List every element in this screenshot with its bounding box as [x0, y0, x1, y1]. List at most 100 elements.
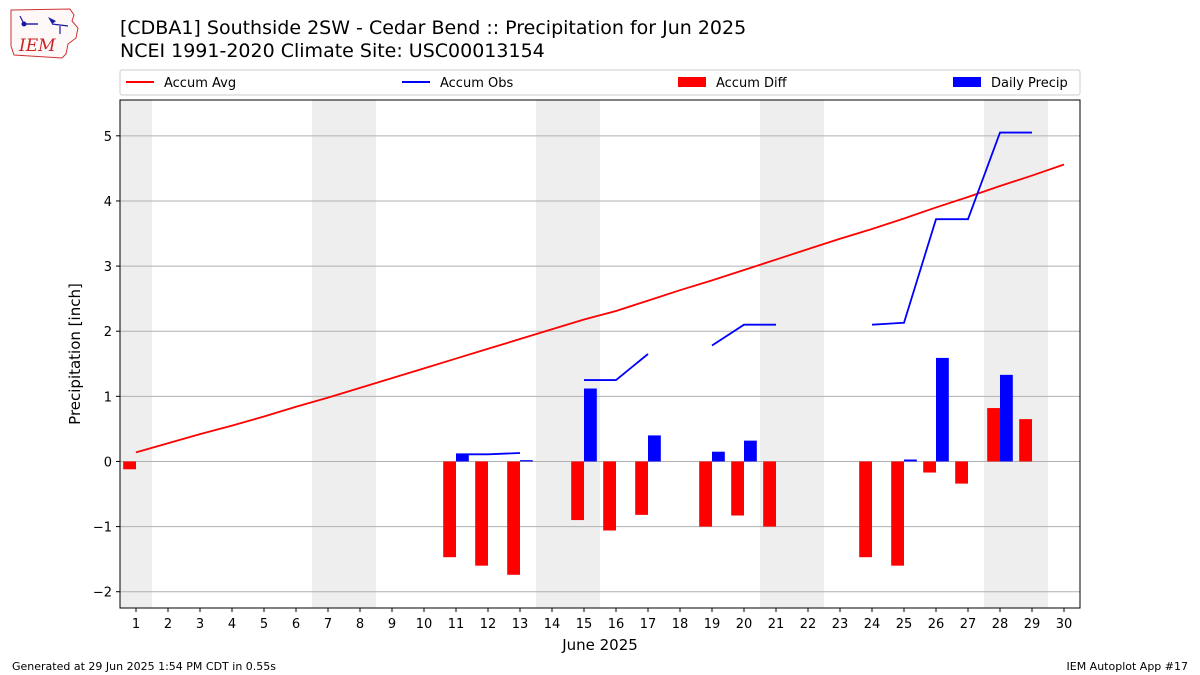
plot-frame [119, 99, 1081, 609]
x-tick-label: 26 [928, 617, 945, 632]
x-tick-label: 8 [356, 617, 364, 632]
weekend-band [312, 100, 344, 608]
daily-precip-bar [1000, 374, 1013, 462]
grid-lines [120, 135, 1080, 593]
y-tick-label: 3 [104, 260, 112, 275]
daily-precip-bar [584, 388, 597, 462]
x-tick-label: 3 [196, 617, 204, 632]
daily-precip-bar [936, 357, 949, 462]
legend: Accum Avg Accum Obs Accum Diff Daily Precip [119, 69, 1081, 96]
accum-obs-line [711, 323, 776, 347]
accum-diff-bar [123, 461, 136, 470]
weekend-band [1016, 100, 1048, 608]
accum-obs-line [456, 452, 521, 456]
accum-diff-bar [507, 461, 520, 575]
logo-text: IEM [18, 36, 56, 56]
weekend-band [760, 100, 792, 608]
x-tick-label: 20 [736, 617, 753, 632]
x-tick-label: 12 [480, 617, 497, 632]
chart-subtitle: NCEI 1991-2020 Climate Site: USC00013154 [120, 40, 545, 62]
bars [123, 357, 1032, 575]
x-axis-label: June 2025 [561, 636, 638, 654]
x-tick-label: 15 [576, 617, 593, 632]
accum-diff-bar [699, 461, 712, 527]
weekend-band [792, 100, 824, 608]
x-tick-label: 24 [864, 617, 881, 632]
y-tick-label: −2 [93, 586, 112, 601]
daily-precip-bar [520, 460, 533, 462]
weekend-band [344, 100, 376, 608]
legend-label: Accum Avg [164, 76, 236, 91]
daily-precip-bar [712, 451, 725, 462]
x-tick-label: 19 [704, 617, 721, 632]
x-tick-label: 25 [896, 617, 913, 632]
x-tick-label: 17 [640, 617, 657, 632]
weekend-band [536, 100, 568, 608]
accum-diff-bar [475, 461, 488, 566]
accum-obs-line [871, 131, 1032, 326]
y-tick-label: −1 [93, 521, 112, 536]
y-tick-label: 2 [104, 325, 112, 340]
x-tick-label: 23 [832, 617, 849, 632]
accum-diff-bar [731, 461, 744, 516]
x-tick-label: 30 [1056, 617, 1073, 632]
x-tick-label: 22 [800, 617, 817, 632]
x-tick-label: 16 [608, 617, 625, 632]
accum-diff-bar [859, 461, 872, 558]
accum-diff-bar [443, 461, 456, 558]
y-tick-label: 1 [104, 390, 112, 405]
accum-diff-bar [891, 461, 904, 566]
x-tick-label: 7 [324, 617, 332, 632]
legend-label: Accum Diff [716, 76, 788, 91]
x-tick-label: 11 [448, 617, 465, 632]
x-tick-label: 14 [544, 617, 561, 632]
accum-obs-line [584, 353, 649, 381]
accum-diff-bar [955, 461, 968, 484]
lines [135, 131, 1065, 456]
y-tick-label: 4 [104, 195, 112, 210]
chart-title: [CDBA1] Southside 2SW - Cedar Bend :: Pr… [120, 17, 747, 39]
x-tick-label: 29 [1024, 617, 1041, 632]
footer-app-text: IEM Autoplot App #17 [1066, 660, 1189, 673]
accum-diff-bar [987, 408, 1000, 462]
accum-diff-bar [603, 461, 616, 531]
accum-diff-bar [1019, 419, 1032, 462]
x-tick-label: 9 [388, 617, 396, 632]
x-tick-label: 2 [164, 617, 172, 632]
weekend-band [568, 100, 600, 608]
y-axis-label: Precipitation [inch] [66, 283, 84, 425]
y-tick-label: 0 [104, 455, 112, 470]
weekend-band [120, 100, 152, 608]
x-tick-label: 6 [292, 617, 300, 632]
x-tick-label: 28 [992, 617, 1009, 632]
daily-precip-bar [456, 454, 469, 462]
legend-swatch [678, 77, 706, 87]
daily-precip-bar [744, 440, 757, 462]
accum-diff-bar [923, 461, 936, 473]
daily-precip-bar [648, 435, 661, 462]
x-tick-label: 10 [416, 617, 433, 632]
weekend-band [984, 100, 1016, 608]
y-tick-label: 5 [104, 130, 112, 145]
accum-diff-bar [635, 461, 648, 515]
legend-box [119, 69, 1081, 96]
legend-label: Daily Precip [991, 76, 1068, 91]
weekend-shading [120, 100, 1048, 608]
x-tick-label: 13 [512, 617, 529, 632]
x-tick-label: 21 [768, 617, 785, 632]
x-tick-label: 4 [228, 617, 236, 632]
x-tick-label: 18 [672, 617, 689, 632]
accum-avg-line [135, 163, 1065, 454]
daily-precip-bar [904, 459, 917, 462]
x-tick-label: 27 [960, 617, 977, 632]
x-tick-label: 5 [260, 617, 268, 632]
accum-diff-bar [763, 461, 776, 527]
legend-label: Accum Obs [440, 76, 513, 91]
footer-generated-text: Generated at 29 Jun 2025 1:54 PM CDT in … [12, 660, 277, 673]
x-tick-label: 1 [132, 617, 140, 632]
accum-diff-bar [571, 461, 584, 521]
legend-swatch [953, 77, 981, 87]
iem-iowa-logo-icon: IEM [10, 8, 79, 59]
